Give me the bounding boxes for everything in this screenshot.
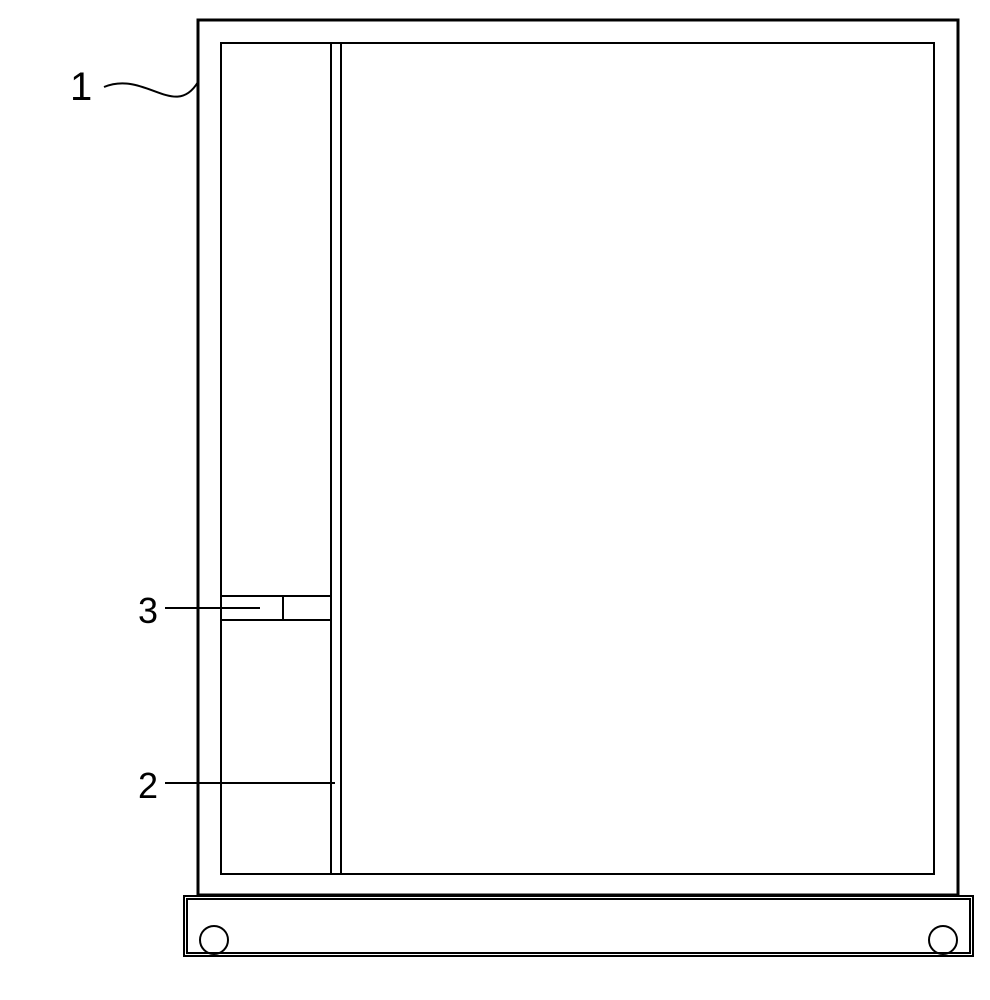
roller-left	[200, 926, 228, 954]
diagram-canvas: 1 3 2	[0, 0, 990, 1000]
base-inner	[187, 899, 970, 953]
callout-label-2: 2	[138, 765, 158, 807]
base-outer	[184, 896, 973, 956]
callout-label-3: 3	[138, 590, 158, 632]
inner-frame	[221, 43, 934, 874]
diagram-svg	[0, 0, 990, 1000]
leader-1	[104, 82, 198, 97]
callout-label-1: 1	[70, 65, 92, 110]
outer-frame	[198, 20, 958, 895]
roller-right	[929, 926, 957, 954]
